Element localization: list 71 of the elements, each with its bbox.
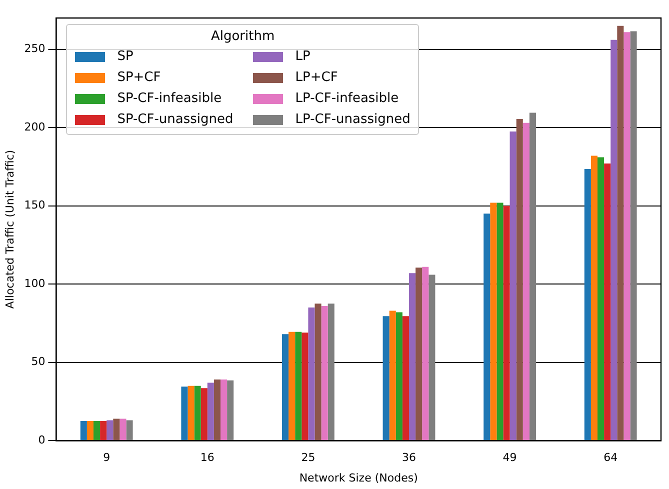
x-tick-label: 9: [103, 451, 110, 464]
bar: [314, 304, 322, 440]
bar: [93, 421, 100, 440]
bar: [597, 157, 604, 440]
legend-label: LP-CF-infeasible: [295, 91, 399, 106]
bar: [200, 388, 208, 440]
bar: [624, 32, 630, 440]
bar: [617, 26, 624, 440]
x-tick-label: 49: [502, 451, 517, 464]
legend-label: SP-CF-infeasible: [117, 91, 222, 106]
bar: [496, 202, 504, 440]
bar: [484, 214, 490, 440]
bar: [490, 202, 497, 440]
x-tick-label: 25: [301, 451, 316, 464]
bar: [220, 380, 228, 440]
y-tick-label: 50: [31, 355, 46, 368]
legend-title: Algorithm: [210, 29, 276, 44]
y-tick-label: 150: [24, 198, 46, 212]
bar: [106, 420, 114, 440]
bar: [328, 304, 334, 440]
bar: [214, 380, 220, 440]
bar: [86, 421, 94, 440]
y-tick-label: 200: [24, 120, 46, 134]
bar: [510, 131, 516, 440]
bar: [188, 386, 194, 440]
bar: [321, 306, 328, 440]
bar: [428, 274, 436, 440]
bar: [288, 332, 296, 440]
bar: [194, 386, 201, 440]
legend-label: SP+CF: [117, 70, 161, 85]
bar: [126, 420, 133, 440]
bar: [295, 332, 302, 440]
legend-label: LP-CF-unassigned: [295, 112, 410, 127]
x-tick-label: 36: [402, 451, 416, 464]
bar: [382, 316, 390, 440]
x-tick-label: 64: [604, 451, 618, 464]
bar: [80, 421, 87, 440]
bar: [522, 122, 530, 440]
bar: [282, 334, 289, 440]
bar: [402, 316, 409, 440]
x-axis-title: Network Size (Nodes): [299, 471, 418, 484]
legend-label: SP: [117, 49, 134, 64]
bar: [113, 418, 120, 440]
bar: [308, 308, 315, 440]
legend-label: SP-CF-unassigned: [117, 112, 234, 127]
x-tick-label: 16: [200, 451, 214, 464]
bar: [584, 169, 591, 440]
bar: [529, 112, 536, 440]
bar: [590, 156, 598, 440]
bar: [120, 418, 126, 440]
bar: [422, 266, 429, 440]
bar: [516, 118, 523, 440]
bar: [630, 31, 637, 440]
bar: [207, 382, 214, 440]
bar: [389, 310, 396, 440]
y-tick-label: 250: [24, 42, 46, 56]
bar: [416, 268, 422, 440]
bar: [396, 312, 402, 440]
bar: [610, 40, 618, 440]
bar: [302, 332, 308, 440]
bar: [181, 386, 188, 440]
legend-label: LP+CF: [295, 70, 338, 85]
bar: [503, 206, 510, 440]
y-tick-label: 100: [24, 276, 46, 290]
legend-label: LP: [295, 49, 310, 64]
bar: [227, 380, 234, 440]
y-axis-title: Allocated Traffic (Unit Traffic): [3, 150, 16, 309]
bar: [100, 421, 107, 440]
bar: [604, 164, 611, 440]
y-tick-label: 0: [38, 433, 46, 446]
bar: [409, 273, 416, 440]
